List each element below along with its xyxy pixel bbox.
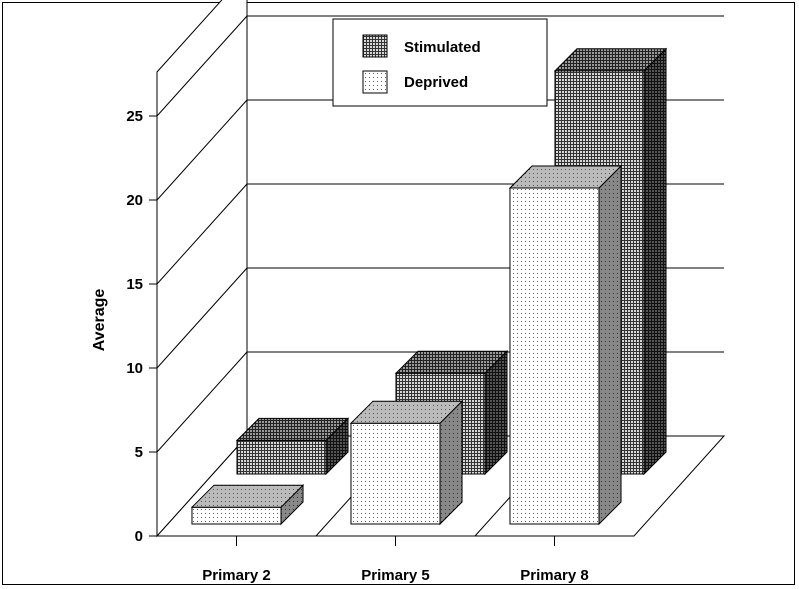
y-tick-label: 25 — [126, 108, 143, 125]
axes — [149, 115, 555, 546]
gridline-side — [156, 15, 248, 117]
bar-stimulated — [235, 417, 350, 476]
bar-deprived — [349, 399, 464, 526]
legend-label-stimulated: Stimulated — [404, 39, 481, 56]
legend: Stimulated Deprived — [332, 18, 548, 107]
labels: 0 5 10 15 20 25 Primary 2 Primary 5 Primary 8 — [126, 108, 588, 584]
bar-deprived — [508, 164, 623, 526]
bar-deprived — [190, 483, 305, 526]
gridline-side — [156, 351, 248, 453]
legend-label-deprived: Deprived — [404, 74, 468, 91]
y-tick-label: 10 — [126, 360, 143, 377]
y-tick-label: 20 — [126, 192, 143, 209]
bars — [190, 47, 668, 526]
x-tick-label: Primary 8 — [520, 567, 588, 584]
y-tick-label: 15 — [126, 276, 143, 293]
left-wall — [156, 0, 248, 538]
gridline-side — [156, 267, 248, 369]
x-tick-label: Primary 2 — [202, 567, 270, 584]
gridline-side — [156, 99, 248, 201]
x-tick-label: Primary 5 — [361, 567, 429, 584]
legend-swatch-deprived — [362, 70, 388, 94]
gridline-side — [156, 183, 248, 285]
y-axis-title: Average — [91, 289, 108, 352]
y-tick-label: 5 — [135, 444, 143, 461]
legend-swatch-stimulated — [362, 34, 388, 58]
y-tick-label: 0 — [135, 528, 143, 545]
